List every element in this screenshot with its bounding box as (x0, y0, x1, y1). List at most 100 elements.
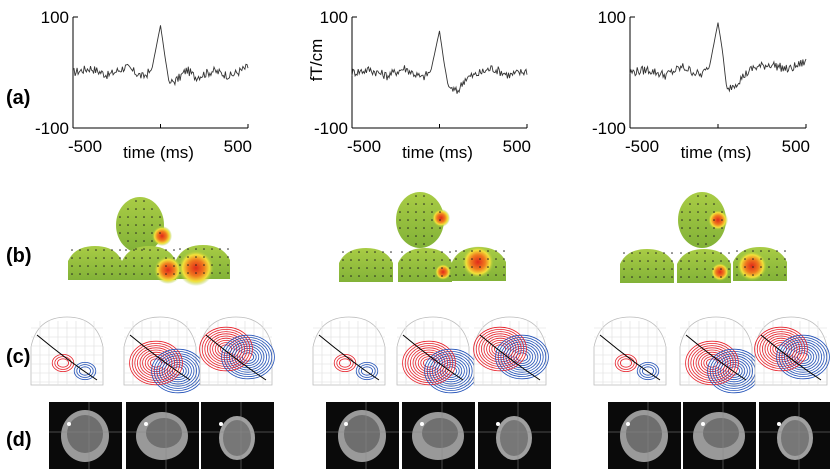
contour-blue (231, 343, 265, 371)
sensor-dot (744, 258, 746, 260)
sensor-dot (415, 235, 417, 237)
xlabel: time (ms) (681, 143, 752, 162)
sensor-dot (433, 259, 435, 261)
row-label-a: (a) (6, 87, 30, 109)
sensor-dot (227, 248, 229, 250)
sensor-dot (342, 275, 344, 277)
contour-map (199, 316, 275, 386)
sensor-dot (441, 251, 443, 253)
contour-blue (717, 357, 751, 385)
zero-line (479, 334, 541, 381)
xtick-label: -500 (347, 137, 381, 156)
top-view-map (116, 197, 164, 253)
sensor-dot (431, 211, 433, 213)
sensor-dot (463, 266, 465, 268)
sensor-dot (79, 265, 81, 267)
contour-red (700, 353, 724, 372)
sensor-dot (631, 260, 633, 262)
waveform-panel-2: 100 -100-500 500 time (ms) (314, 8, 531, 162)
contour-red (614, 353, 638, 372)
sensor-dot (415, 219, 417, 221)
contour-blue (76, 364, 94, 378)
sensor-dot (487, 274, 489, 276)
sensor-dot (71, 249, 73, 251)
contour-red (695, 349, 729, 377)
sensor-dot (149, 265, 151, 267)
sensor-dot (697, 219, 699, 221)
sensor-dot (439, 219, 441, 221)
sensor-dot (143, 224, 145, 226)
sensor-dot (119, 224, 121, 226)
sensor-dot (736, 274, 738, 276)
sensor-dot (433, 275, 435, 277)
contour-blue (239, 350, 257, 364)
sensor-dot (103, 249, 105, 251)
sensor-dot (623, 252, 625, 254)
sensor-dot (655, 276, 657, 278)
sensor-dot (127, 208, 129, 210)
sensor-dot (211, 248, 213, 250)
field-maximum (152, 226, 172, 246)
sensor-dot (342, 267, 344, 269)
contour-red (473, 326, 527, 372)
sensor-dot (135, 200, 137, 202)
sensor-dot (159, 224, 161, 226)
sensor-dot (487, 258, 489, 260)
sensor-dot (631, 268, 633, 270)
mri-slice (608, 402, 681, 469)
sensor-dot (744, 274, 746, 276)
sensor-dot (149, 249, 151, 251)
contour-blue (79, 366, 92, 376)
sensor-dot (87, 249, 89, 251)
contour-red (54, 356, 72, 370)
contour-red (483, 335, 517, 363)
field-maximum (711, 263, 729, 281)
sensor-dot (768, 258, 770, 260)
sensor-dot (689, 235, 691, 237)
sensor-dot (671, 252, 673, 254)
sensor-dot (141, 265, 143, 267)
sensor-dot (776, 266, 778, 268)
sensor-dot (431, 235, 433, 237)
sensor-dot (350, 267, 352, 269)
shared-ylabel: fT/cm (307, 39, 326, 82)
sensor-dot (441, 259, 443, 261)
mri-slice (683, 402, 756, 469)
sensor-dot (721, 211, 723, 213)
dipole-marker (219, 422, 223, 426)
sensor-dot (401, 259, 403, 261)
dipole-marker (626, 422, 630, 426)
sensor-dot (342, 251, 344, 253)
sensor-dot (125, 257, 127, 259)
sensor-dot (133, 257, 135, 259)
sensor-dot (639, 252, 641, 254)
sensor-dot (744, 266, 746, 268)
waveform-panel-1: 100 -100-500 500 time (ms) (35, 8, 252, 162)
mri-set-3 (608, 402, 830, 469)
sensor-dot (423, 203, 425, 205)
sensor-dot (135, 240, 137, 242)
sensor-dot (776, 258, 778, 260)
sensor-dot (409, 259, 411, 261)
contour-blue (510, 347, 534, 366)
sensor-dot (195, 272, 197, 274)
dipole-marker (344, 422, 348, 426)
contour-blue (236, 347, 260, 366)
contour-red (764, 335, 798, 363)
sensor-dot (157, 249, 159, 251)
sensor-dot (133, 249, 135, 251)
sensor-dot (71, 257, 73, 259)
sensor-dot (111, 249, 113, 251)
contour-set-2 (312, 316, 549, 394)
sensor-dot (125, 273, 127, 275)
sensor-dot (415, 243, 417, 245)
sensor-dot (463, 274, 465, 276)
contour-blue (636, 361, 660, 380)
sensor-dot (495, 266, 497, 268)
brain (703, 418, 739, 448)
contour-red (772, 342, 790, 356)
sensor-dot (179, 256, 181, 258)
contour-red (690, 345, 734, 381)
zero-line (205, 334, 267, 381)
